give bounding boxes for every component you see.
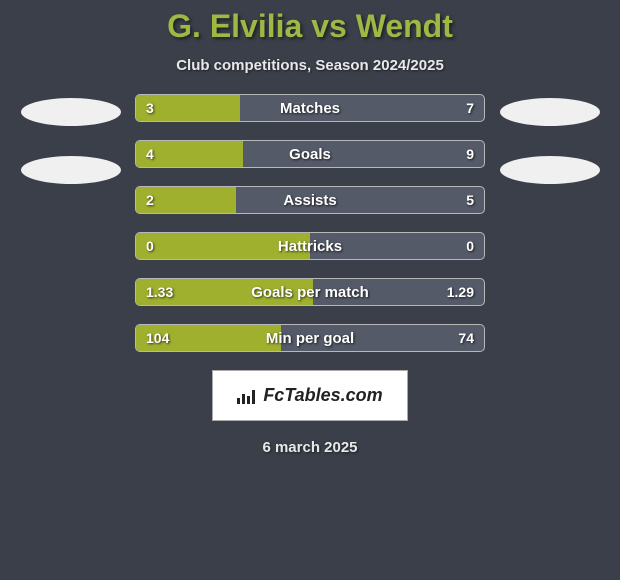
stat-value-right: 7 bbox=[466, 95, 474, 121]
stat-fill bbox=[136, 141, 243, 167]
stat-bar: 2Assists5 bbox=[135, 186, 485, 214]
stat-fill bbox=[136, 187, 236, 213]
stat-bar: 3Matches7 bbox=[135, 94, 485, 122]
stat-bar: 0Hattricks0 bbox=[135, 232, 485, 260]
stat-fill bbox=[136, 95, 240, 121]
left-team-logo-1 bbox=[21, 98, 121, 126]
comparison-widget: G. Elvilia vs Wendt Club competitions, S… bbox=[0, 0, 620, 580]
stat-value-right: 74 bbox=[458, 325, 474, 351]
stat-bar: 4Goals9 bbox=[135, 140, 485, 168]
stat-fill bbox=[136, 279, 313, 305]
branding-row: FcTables.com bbox=[0, 370, 620, 421]
branding-link[interactable]: FcTables.com bbox=[212, 370, 407, 421]
stat-value-right: 9 bbox=[466, 141, 474, 167]
chart-icon bbox=[237, 388, 257, 404]
stat-fill bbox=[136, 325, 281, 351]
right-team-logo-1 bbox=[500, 98, 600, 126]
stat-value-right: 5 bbox=[466, 187, 474, 213]
footer-date: 6 march 2025 bbox=[0, 439, 620, 456]
stat-fill bbox=[136, 233, 310, 259]
right-logo-column bbox=[497, 94, 602, 184]
stat-bar: 1.33Goals per match1.29 bbox=[135, 278, 485, 306]
right-team-logo-2 bbox=[500, 156, 600, 184]
subtitle: Club competitions, Season 2024/2025 bbox=[0, 57, 620, 74]
stat-value-right: 0 bbox=[466, 233, 474, 259]
stat-value-right: 1.29 bbox=[447, 279, 474, 305]
stat-bars-column: 3Matches7 4Goals9 2Assists5 0Hattricks0 1.33… bbox=[135, 94, 485, 352]
page-title: G. Elvilia vs Wendt bbox=[0, 8, 620, 45]
stats-area: 3Matches7 4Goals9 2Assists5 0Hattricks0 1.33… bbox=[0, 94, 620, 352]
branding-text: FcTables.com bbox=[263, 385, 382, 406]
left-team-logo-2 bbox=[21, 156, 121, 184]
stat-bar: 104Min per goal74 bbox=[135, 324, 485, 352]
left-logo-column bbox=[18, 94, 123, 184]
